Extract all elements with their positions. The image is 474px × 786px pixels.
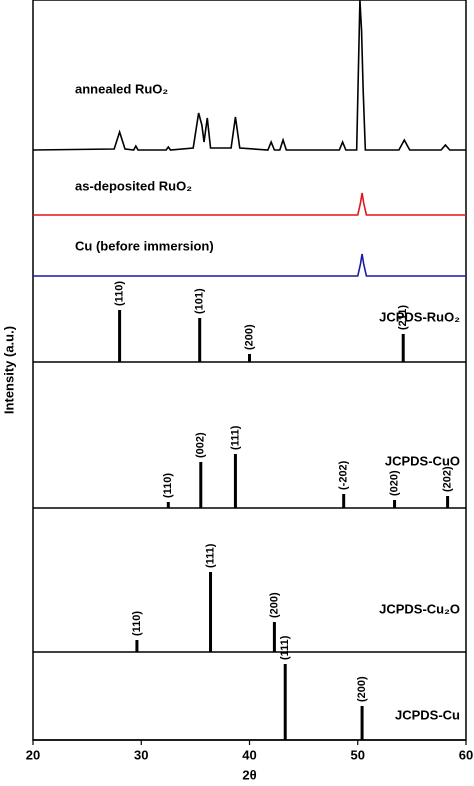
hkl-label: (200) bbox=[268, 592, 280, 618]
hkl-label: (110) bbox=[114, 281, 126, 306]
hkl-label: (111) bbox=[279, 635, 291, 660]
x-tick-label: 50 bbox=[351, 747, 365, 762]
hkl-label: (002) bbox=[195, 432, 207, 458]
x-axis-label: 2θ bbox=[242, 767, 256, 782]
y-axis-label: Intensity (a.u.) bbox=[1, 326, 16, 414]
plot-frame bbox=[32, 0, 467, 741]
hkl-label: (020) bbox=[388, 470, 400, 496]
panel-label: JCPDS-Cu bbox=[395, 707, 460, 722]
hkl-label: (101) bbox=[194, 288, 206, 314]
hkl-label: (111) bbox=[204, 543, 216, 568]
x-tick-label: 20 bbox=[26, 747, 40, 762]
hkl-label: (110) bbox=[131, 611, 143, 636]
x-tick-label: 40 bbox=[242, 747, 256, 762]
panel-label: JCPDS-Cu₂O bbox=[379, 601, 460, 616]
hkl-label: (-202) bbox=[338, 460, 350, 490]
hkl-label: (111) bbox=[229, 425, 241, 450]
trace bbox=[33, 192, 466, 216]
trace-label: Cu (before immersion) bbox=[75, 238, 214, 253]
x-tick-label: 30 bbox=[134, 747, 148, 762]
panel-label: JCPDS-RuO₂ bbox=[379, 309, 460, 324]
hkl-label: (202) bbox=[442, 466, 454, 492]
trace bbox=[33, 253, 466, 277]
hkl-label: (200) bbox=[243, 324, 255, 350]
trace bbox=[32, 0, 466, 151]
hkl-label: (211) bbox=[397, 305, 409, 330]
trace-label: as-deposited RuO₂ bbox=[75, 178, 192, 193]
hkl-label: (200) bbox=[356, 676, 368, 702]
x-tick-label: 60 bbox=[459, 747, 473, 762]
trace-label: annealed RuO₂ bbox=[75, 81, 168, 96]
hkl-label: (110) bbox=[162, 473, 174, 498]
panel-label: JCPDS-CuO bbox=[385, 453, 460, 468]
